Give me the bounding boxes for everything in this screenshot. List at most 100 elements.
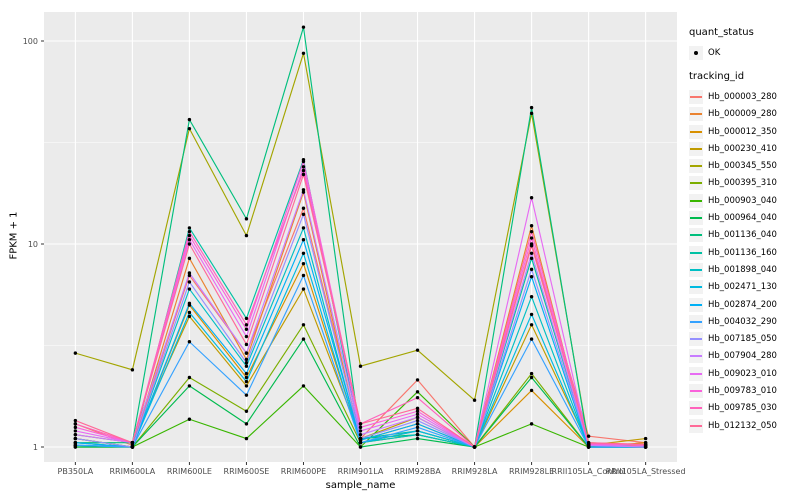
data-point: [358, 436, 363, 441]
legend-item-label: Hb_009023_010: [708, 368, 777, 379]
data-point: [187, 256, 192, 261]
data-point: [187, 287, 192, 291]
legend-item: Hb_007185_050: [689, 332, 799, 347]
data-point: [73, 440, 78, 445]
legend-key-box: [689, 245, 703, 260]
data-point: [187, 126, 192, 131]
data-point: [358, 364, 363, 368]
line-swatch-icon: [690, 303, 702, 306]
data-point: [73, 351, 78, 355]
data-point: [244, 371, 249, 376]
data-point: [529, 229, 534, 234]
data-point: [529, 295, 534, 299]
data-point: [244, 409, 249, 413]
data-point: [73, 443, 78, 447]
data-point: [301, 25, 306, 29]
legend-item: Hb_000964_040: [689, 211, 799, 226]
data-point: [529, 196, 534, 200]
legend-item-label: Hb_001136_040: [708, 230, 777, 241]
data-point: [187, 310, 192, 315]
line-swatch-icon: [690, 355, 702, 358]
legend-item: Hb_000003_280: [689, 90, 799, 104]
data-point: [529, 251, 534, 255]
data-point: [529, 388, 534, 393]
line-swatch-icon: [690, 407, 702, 410]
data-point: [529, 224, 534, 228]
x-tick-label: RRIM600SE: [224, 467, 270, 476]
legend-item-label: Hb_000009_280: [708, 109, 777, 120]
data-point: [244, 316, 249, 321]
legend-item-label: Hb_001136_160: [708, 247, 777, 258]
legend-section-quant-status: quant_status OK: [689, 27, 799, 60]
quant-status-legend-title: quant_status: [689, 27, 754, 38]
legend-item: Hb_004032_290: [689, 314, 799, 329]
data-point: [358, 429, 363, 433]
data-point: [73, 418, 78, 423]
legend-item-label: Hb_009783_010: [708, 386, 777, 397]
data-point: [187, 314, 192, 319]
data-point: [244, 364, 249, 368]
data-point: [415, 406, 420, 411]
data-point: [301, 206, 306, 210]
data-point: [244, 334, 249, 339]
data-point: [244, 327, 249, 332]
data-point: [187, 280, 192, 284]
data-point: [301, 337, 306, 341]
data-point: [244, 357, 249, 362]
line-swatch-icon: [690, 424, 702, 427]
legend-key-box: [689, 228, 703, 243]
data-point: [415, 418, 420, 423]
legend-item: Hb_000395_310: [689, 176, 799, 191]
data-point: [73, 425, 78, 430]
legend-key-box: [689, 193, 703, 208]
data-point: [301, 168, 306, 173]
legend-item-label: Hb_000345_550: [708, 161, 777, 172]
legend-item-label: Hb_000903_040: [708, 195, 777, 206]
data-point: [187, 226, 192, 230]
legend-item: Hb_009023_010: [689, 366, 799, 381]
line-swatch-icon: [690, 234, 702, 237]
data-point: [301, 190, 306, 194]
data-point: [415, 432, 420, 437]
data-point: [415, 409, 420, 413]
data-point: [529, 256, 534, 261]
legend-item-label: Hb_002471_130: [708, 282, 777, 293]
legend-item-label: Hb_012132_050: [708, 420, 777, 431]
data-point: [244, 351, 249, 355]
legend-key-box: [689, 159, 703, 174]
y-tick-label: 100: [23, 37, 38, 46]
data-point: [187, 301, 192, 306]
data-point: [529, 323, 534, 327]
legend-item-label: Hb_001898_040: [708, 264, 777, 275]
legend-key-box: [689, 418, 703, 433]
legend-key-box: [689, 46, 703, 60]
data-point: [529, 236, 534, 240]
data-point: [529, 267, 534, 272]
legend-key-box: [689, 280, 703, 295]
data-point: [472, 445, 477, 449]
data-point: [73, 436, 78, 441]
line-swatch-icon: [690, 182, 702, 185]
y-axis-title: FPKM + 1: [8, 211, 20, 260]
x-tick-label: RRIM600PE: [281, 467, 327, 476]
data-point: [244, 217, 249, 221]
legend-item: Hb_000903_040: [689, 193, 799, 208]
data-point: [358, 432, 363, 437]
line-swatch-icon: [690, 338, 702, 341]
legend-item-label: Hb_009785_030: [708, 403, 777, 414]
data-point: [187, 233, 192, 238]
data-point: [301, 51, 306, 55]
data-point: [187, 384, 192, 388]
legend-key-box: [689, 349, 703, 364]
x-tick-label: RRIM928BA: [394, 467, 441, 476]
legend-section-tracking-id: tracking_id Hb_000003_280 Hb_000009_280 …: [689, 71, 799, 433]
legend-item-label: Hb_002874_200: [708, 299, 777, 310]
legend-item-label: Hb_004032_290: [708, 316, 777, 327]
x-tick-label: RRIM600LA: [110, 467, 156, 476]
data-point: [415, 412, 420, 416]
legend-key-box: [689, 211, 703, 226]
legend-key-box: [689, 297, 703, 312]
data-point: [187, 117, 192, 122]
x-tick-label: RRIM901LA: [338, 467, 384, 476]
